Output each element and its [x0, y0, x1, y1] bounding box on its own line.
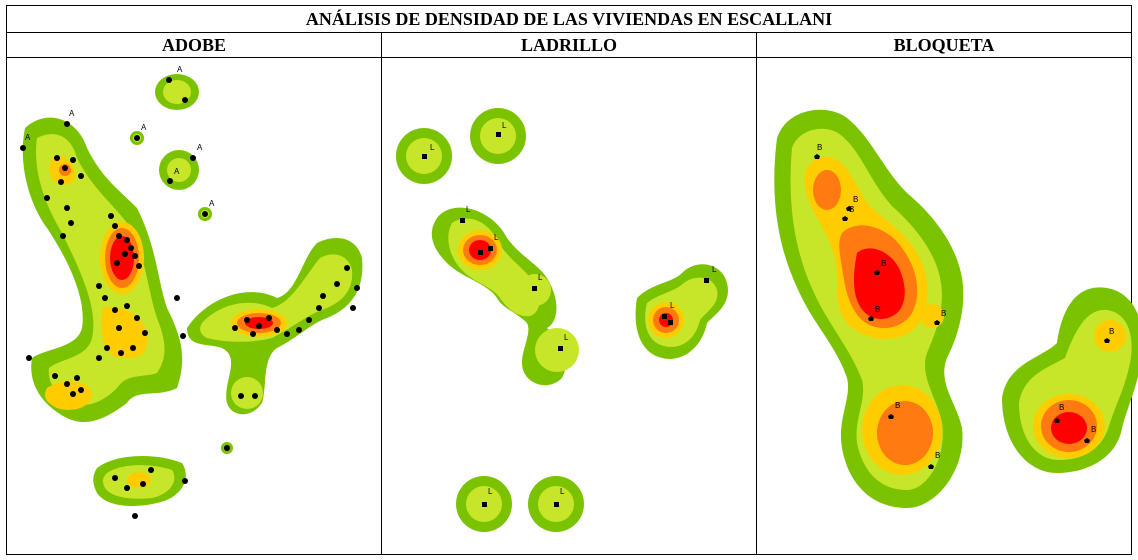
svg-text:B: B	[895, 401, 900, 410]
figure-title: ANÁLISIS DE DENSIDAD DE LAS VIVIENDAS EN…	[6, 4, 1132, 34]
svg-text:B: B	[853, 195, 858, 204]
svg-text:A: A	[174, 167, 180, 176]
svg-text:A: A	[25, 133, 31, 142]
svg-text:B: B	[849, 205, 854, 214]
svg-text:L: L	[466, 205, 471, 214]
svg-text:L: L	[502, 121, 507, 130]
svg-text:A: A	[69, 109, 75, 118]
ladrillo-cluster-south	[456, 476, 584, 533]
figure: ANÁLISIS DE DENSIDAD DE LAS VIVIENDAS EN…	[6, 4, 1138, 555]
svg-text:L: L	[670, 301, 675, 310]
adobe-points: A A A A A A A	[20, 65, 360, 520]
svg-text:L: L	[560, 487, 565, 496]
header-adobe: ADOBE	[6, 32, 382, 59]
svg-text:L: L	[538, 273, 543, 282]
svg-text:A: A	[197, 143, 203, 152]
density-table: ANÁLISIS DE DENSIDAD DE LAS VIVIENDAS EN…	[6, 4, 1138, 555]
ladrillo-density-map: L L L L L L L L L L	[396, 108, 728, 533]
svg-text:A: A	[141, 123, 147, 132]
bloqueta-cluster-east	[1002, 287, 1138, 474]
svg-text:B: B	[881, 259, 886, 268]
svg-text:B: B	[875, 305, 880, 314]
adobe-cluster-south	[93, 456, 186, 507]
header-ladrillo: LADRILLO	[381, 32, 757, 59]
ladrillo-cluster-central	[431, 207, 579, 386]
map-ladrillo: L L L L L L L L L L	[381, 57, 757, 555]
svg-text:L: L	[430, 143, 435, 152]
svg-text:A: A	[177, 65, 183, 74]
svg-text:B: B	[935, 451, 940, 460]
adobe-cluster-west	[22, 117, 183, 423]
bloqueta-density-map: B B B B B B B B B B B	[774, 109, 1138, 509]
svg-text:A: A	[209, 199, 215, 208]
svg-text:L: L	[494, 233, 499, 242]
adobe-cluster-east	[187, 238, 363, 415]
ladrillo-cluster-east	[635, 264, 728, 360]
svg-text:L: L	[488, 487, 493, 496]
ladrillo-points: L L L L L L L L L L	[422, 121, 717, 508]
map-bloqueta: B B B B B B B B B B B	[756, 57, 1138, 555]
svg-text:B: B	[1091, 425, 1096, 434]
ladrillo-cluster-north	[396, 108, 526, 185]
svg-text:B: B	[941, 309, 946, 318]
svg-text:L: L	[712, 265, 717, 274]
svg-text:B: B	[1109, 327, 1114, 336]
bloqueta-points: B B B B B B B B B B B	[814, 143, 1114, 470]
svg-text:B: B	[817, 143, 822, 152]
svg-text:L: L	[564, 333, 569, 342]
header-bloqueta: BLOQUETA	[756, 32, 1132, 59]
adobe-density-map: A A A A A A A	[20, 65, 363, 520]
map-adobe: A A A A A A A	[6, 57, 382, 555]
adobe-cluster-north	[155, 74, 199, 111]
svg-text:B: B	[1059, 403, 1064, 412]
bloqueta-cluster-main	[774, 109, 964, 509]
